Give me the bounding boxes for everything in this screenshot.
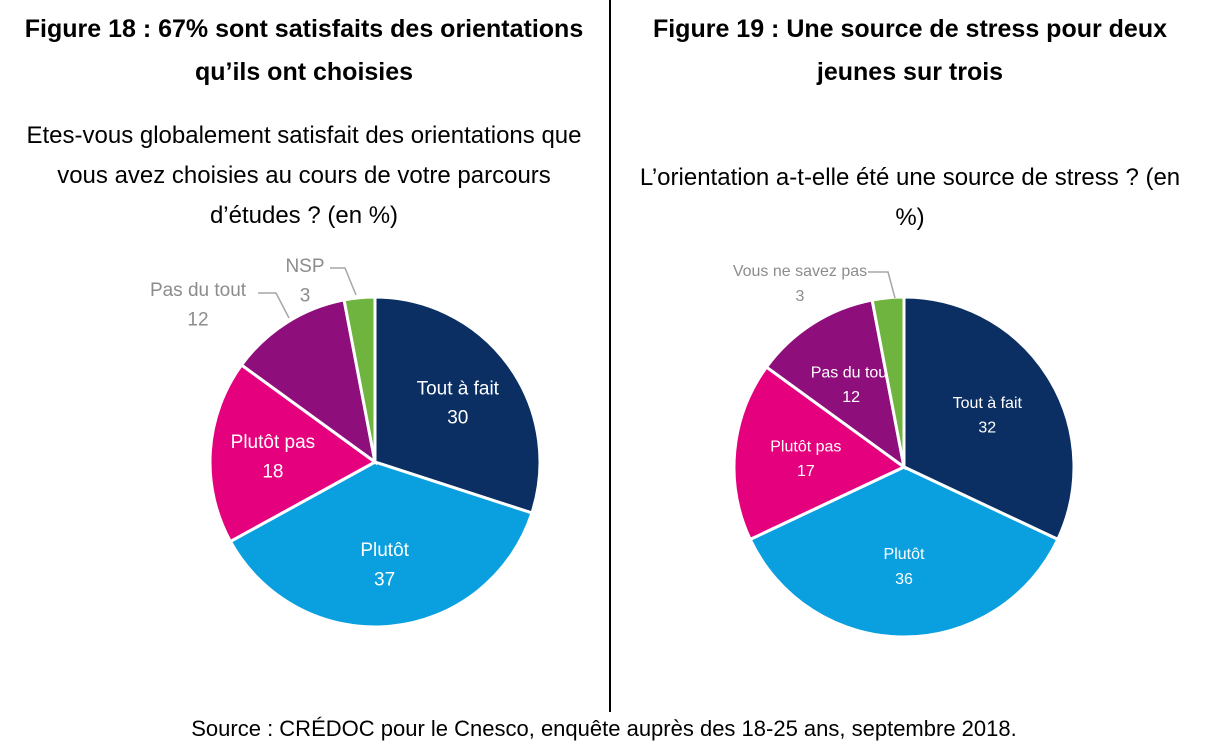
figure-18-question: Etes-vous globalement satisfait des orie… — [26, 122, 582, 229]
slice-label-tout-a-fait: Tout à fait 30 — [417, 378, 500, 428]
source-note: Source : CRÉDOC pour le Cnesco, enquête … — [191, 716, 1017, 741]
slice-label-plutot: Plutôt 36 — [884, 546, 925, 588]
figure-18-panel: Figure 18 : 67% sont satisfaits des orie… — [0, 0, 608, 712]
slice-label-nsp: NSP 3 — [285, 256, 324, 306]
slice-label-pas-du-tout: Pas du tout 12 — [150, 280, 247, 330]
pie-slice-plutot-pas — [208, 362, 378, 544]
slice-label-tout-a-fait: Tout à fait 32 — [953, 395, 1023, 437]
figure-19-title: Figure 19 : Une source de stress pour de… — [652, 15, 1168, 86]
leader-line-nsp — [330, 267, 357, 296]
pie-slice-nsp — [342, 295, 377, 463]
slice-label-plutot: Plutôt 37 — [360, 540, 409, 590]
panel-divider — [609, 0, 611, 712]
slice-label-pas-du-tout: Pas du tout 12 — [811, 364, 893, 406]
pie-slice-plutot-pas — [732, 364, 907, 542]
pie-slice-plutot — [228, 460, 534, 629]
figure-19-question: L’orientation a-t-elle été une source de… — [639, 164, 1181, 231]
pie-slice-tout-a-fait — [373, 295, 542, 515]
pie-slice-vous-ne-savez-pas — [870, 295, 906, 468]
figure-18-title: Figure 18 : 67% sont satisfaits des orie… — [24, 15, 584, 86]
figure-19-panel: Figure 19 : Une source de stress pour de… — [612, 0, 1208, 712]
slice-label-plutot-pas: Plutôt pas 17 — [770, 438, 841, 480]
figure-18-pie-chart: Tout à fait 30 Plutôt 37 Plutôt pas 18 Pas du … — [150, 256, 542, 629]
leader-line-vous-ne-savez-pas — [868, 271, 896, 299]
pie-slice-pas-du-tout — [239, 298, 378, 466]
slice-label-vous-ne-savez-pas: Vous ne savez pas 3 — [733, 263, 867, 305]
figure-19-pie-chart: Tout à fait 32 Plutôt 36 Plutôt pas 17 Pas du … — [732, 263, 1076, 639]
pie-slice-tout-a-fait — [902, 295, 1076, 542]
leader-line-pas-du-tout — [258, 292, 290, 319]
pie-slice-plutot — [748, 465, 1060, 639]
slice-label-plutot-pas: Plutôt pas 18 — [231, 432, 316, 482]
pie-slice-pas-du-tout — [764, 298, 907, 471]
